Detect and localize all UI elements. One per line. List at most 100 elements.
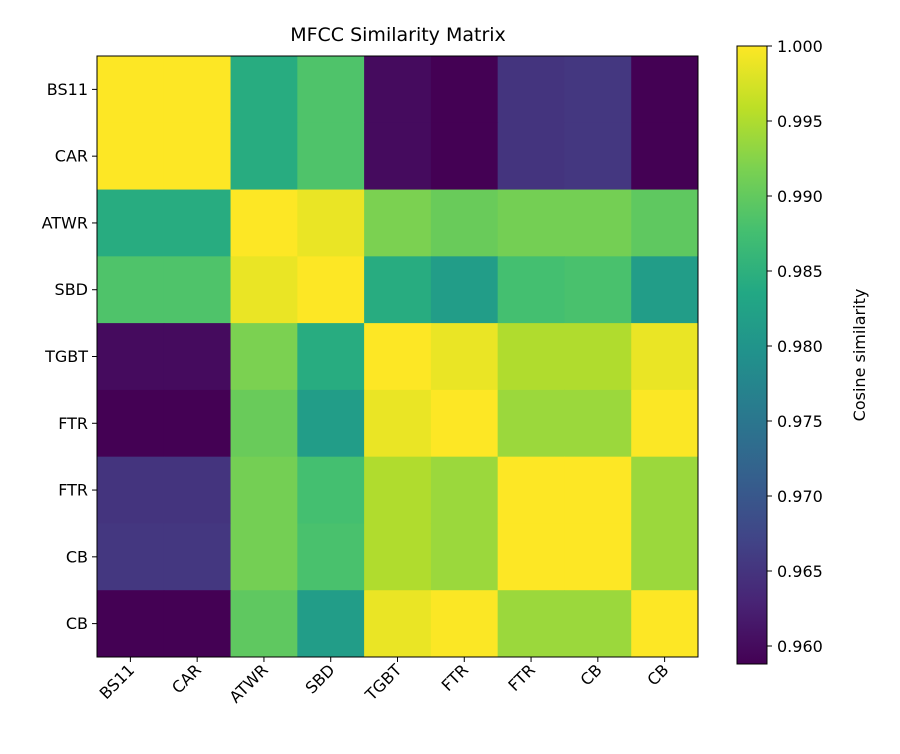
heatmap-cell [564, 56, 632, 124]
heatmap-cell [430, 323, 499, 391]
y-tick-label: SBD [55, 280, 88, 299]
heatmap-cell [364, 189, 432, 257]
heatmap-cell [430, 189, 499, 257]
heatmap-cell [564, 590, 632, 658]
heatmap-cell [97, 456, 165, 524]
heatmap-cell [497, 590, 565, 658]
heatmap-cell [163, 389, 232, 458]
heatmap-cell [364, 256, 432, 324]
heatmap-cell [364, 456, 432, 524]
y-tick-label: FTR [58, 414, 88, 433]
heatmap-cell [97, 122, 165, 191]
heatmap-cell [564, 523, 632, 591]
heatmap-cell [230, 389, 298, 458]
y-axis-ticks: BS11 CAR ATWR SBD TGBT FTR FTR CB CB [42, 80, 97, 633]
x-tick-label: CB [577, 660, 606, 689]
colorbar-tick-label: 0.965 [777, 562, 823, 581]
heatmap-cell [497, 323, 565, 391]
heatmap-cell [631, 189, 699, 257]
heatmap-cell [631, 389, 699, 458]
heatmap-cell [430, 256, 499, 324]
heatmap-cell [97, 323, 165, 391]
x-axis-ticks: BS11 CAR ATWR SBD TGBT FTR FTR CB CB [96, 657, 672, 707]
heatmap-cell [297, 590, 365, 658]
colorbar-tick-label: 1.000 [777, 37, 823, 56]
heatmap-cell [230, 323, 298, 391]
heatmap-cell [364, 56, 432, 124]
heatmap-cell [430, 122, 499, 191]
heatmap-cell [297, 256, 365, 324]
heatmap-cell [430, 456, 499, 524]
y-tick-label: CAR [55, 147, 88, 166]
heatmap-cell [97, 590, 165, 658]
heatmap-cell [631, 523, 699, 591]
heatmap-cell [497, 56, 565, 124]
heatmap-cell [497, 122, 565, 191]
y-tick-label: ATWR [42, 213, 88, 232]
colorbar-label: Cosine similarity [850, 289, 869, 422]
heatmap-cell [430, 590, 499, 658]
colorbar-tick-label: 0.980 [777, 337, 823, 356]
heatmap-cell [97, 189, 165, 257]
heatmap-cell [631, 323, 699, 391]
x-tick-label: FTR [504, 660, 539, 695]
heatmap-cell [564, 456, 632, 524]
heatmap-cell [564, 189, 632, 257]
colorbar-tick-label: 0.985 [777, 262, 823, 281]
heatmap-cell [430, 523, 499, 591]
heatmap-cell [430, 56, 499, 124]
heatmap-cell [230, 590, 298, 658]
heatmap-cell [631, 456, 699, 524]
heatmap-cell [364, 590, 432, 658]
heatmap-cell [297, 122, 365, 191]
heatmap-cell [230, 189, 298, 257]
x-tick-label: SBD [301, 660, 338, 697]
x-tick-label: ATWR [226, 660, 272, 706]
colorbar-tick-label: 0.970 [777, 487, 823, 506]
colorbar [736, 45, 768, 665]
y-tick-label: CB [66, 614, 88, 633]
heatmap-cell [297, 389, 365, 458]
x-tick-label: FTR [438, 660, 473, 695]
chart-title: MFCC Similarity Matrix [290, 24, 506, 46]
heatmap-cell [631, 256, 699, 324]
heatmap-cell [97, 523, 165, 591]
heatmap-cell [230, 256, 298, 324]
heatmap-cell [297, 523, 365, 591]
heatmap-cell [497, 389, 565, 458]
heatmap-cell [297, 56, 365, 124]
colorbar-tick-label: 0.960 [777, 637, 823, 656]
heatmap-cell [497, 189, 565, 257]
colorbar-ticks: 0.960 0.965 0.970 0.975 0.980 0.985 0.990 0.995… [767, 37, 823, 656]
heatmap-cell [564, 389, 632, 458]
y-tick-label: CB [66, 547, 88, 566]
y-tick-label: FTR [58, 481, 88, 500]
heatmap-cell [364, 122, 432, 191]
colorbar-tick-label: 0.975 [777, 412, 823, 431]
x-tick-label: TGBT [361, 660, 406, 705]
heatmap-cell [631, 56, 699, 124]
y-tick-label: TGBT [44, 347, 88, 366]
x-tick-label: CAR [168, 660, 205, 697]
heatmap-cell [163, 456, 232, 524]
x-tick-label: BS11 [96, 660, 139, 703]
heatmap-cell [97, 256, 165, 324]
heatmap-cell [163, 590, 232, 658]
heatmap-cell [230, 56, 298, 124]
heatmap-cell [230, 456, 298, 524]
heatmap-cell [364, 523, 432, 591]
heatmap-cell [297, 456, 365, 524]
colorbar-tick-label: 0.990 [777, 187, 823, 206]
heatmap-cell [230, 122, 298, 191]
heatmap-cell [163, 122, 232, 191]
heatmap-cell [163, 56, 232, 124]
heatmap-cell [564, 323, 632, 391]
heatmap-cell [497, 523, 565, 591]
heatmap-cell [364, 323, 432, 391]
heatmap-cell [564, 256, 632, 324]
x-tick-label: CB [643, 660, 672, 689]
heatmap-cell [97, 56, 165, 124]
heatmap-cell [297, 323, 365, 391]
heatmap-cell [163, 256, 232, 324]
